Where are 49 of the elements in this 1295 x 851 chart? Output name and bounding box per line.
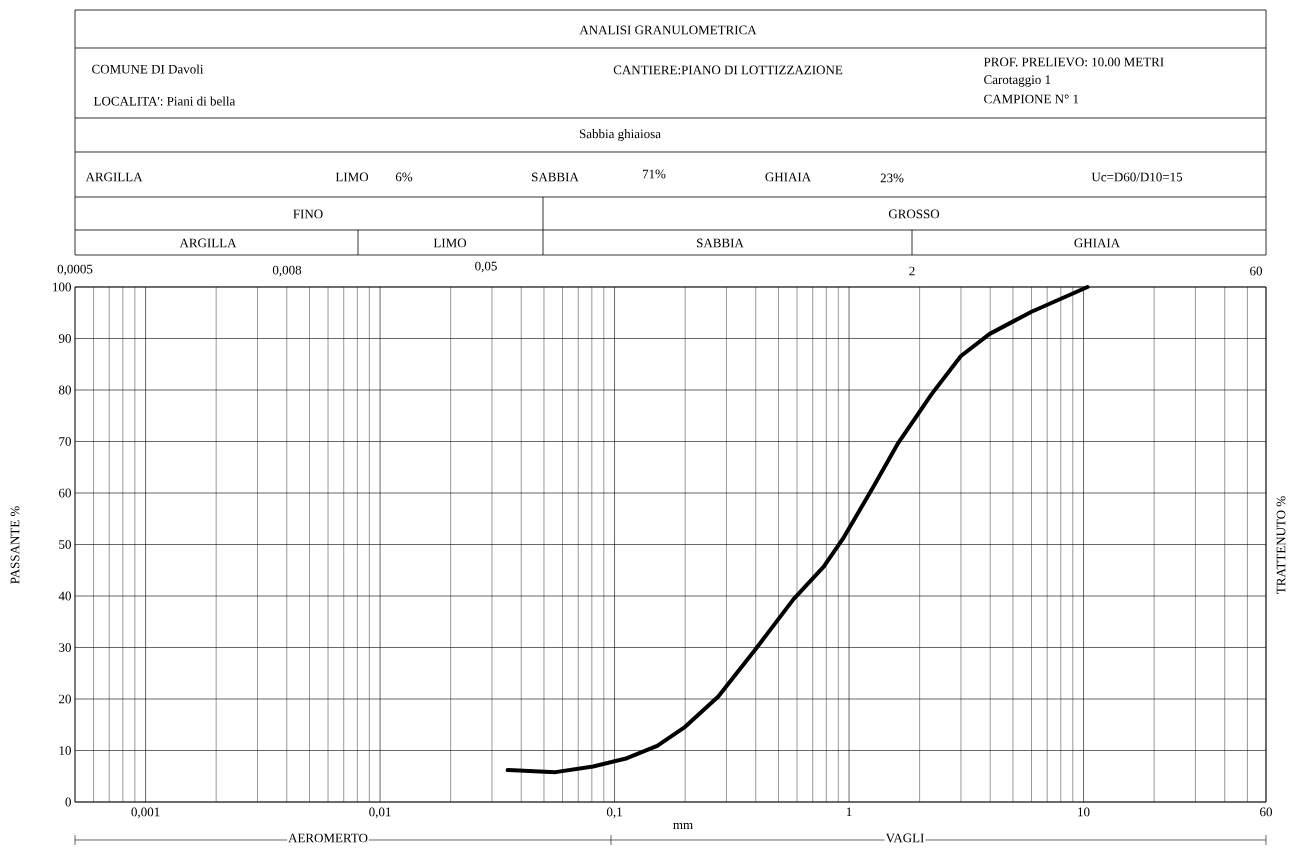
y-tick-label: 70	[59, 437, 71, 446]
x-tick-label: 10	[1078, 807, 1090, 817]
text: GHIAIA	[765, 172, 812, 182]
text: LIMO	[335, 172, 369, 182]
text: 60	[1250, 266, 1263, 276]
y-tick-label: 50	[59, 540, 71, 549]
text: 0,0005	[57, 264, 93, 276]
y-tick-label: 10	[59, 746, 71, 755]
text: CANTIERE:PIANO DI LOTTIZZAZIONE	[613, 65, 843, 75]
text: LOCALITA': Piani di bella	[93, 96, 236, 106]
y-tick-label: 0	[65, 797, 71, 807]
text: AEROMERTO	[288, 833, 368, 843]
text: GROSSO	[888, 209, 940, 219]
text: 0,008	[272, 265, 302, 277]
text: 6%	[395, 172, 413, 182]
x-tick-label: 0,01	[369, 807, 391, 819]
x-tick-label: 60	[1260, 807, 1273, 817]
text: PROF. PRELIEVO: 10.00 METRI	[983, 57, 1164, 67]
text: FINO	[293, 209, 323, 219]
text: CAMPIONE N° 1	[984, 94, 1079, 104]
y-tick-label: 20	[59, 694, 71, 704]
text: 0,05	[475, 261, 497, 273]
text: 71%	[642, 169, 666, 179]
y-axis-title: PASSANTE %	[10, 506, 20, 584]
x-axis-title: mm	[673, 822, 693, 830]
y2-axis-title: TRATTENUTO %	[1276, 496, 1286, 594]
y-tick-label: 80	[58, 385, 71, 395]
text: Carotaggio 1	[984, 75, 1051, 87]
text: ARGILLA	[179, 238, 237, 248]
y-tick-label: 90	[58, 334, 71, 343]
text: GHIAIA	[1074, 238, 1121, 248]
text: 23%	[880, 173, 904, 183]
x-tick-label: 0,001	[131, 807, 160, 819]
text: ARGILLA	[85, 172, 143, 182]
y-tick-label: 30	[59, 643, 71, 652]
y-tick-label: 60	[59, 488, 71, 498]
y-tick-label: 40	[58, 591, 71, 601]
x-tick-label: 1	[846, 807, 852, 817]
text: SABBIA	[532, 172, 579, 182]
text: 2	[909, 266, 915, 276]
x-tick-label: 0,1	[606, 807, 622, 819]
y-tick-label: 100	[53, 282, 71, 292]
text: Uc=D60/D10=15	[1091, 172, 1183, 182]
text: Sabbia ghiaiosa	[579, 129, 661, 141]
text: LIMO	[433, 238, 467, 248]
text: COMUNE DI Davoli	[92, 64, 204, 74]
chart-title: ANALISI GRANULOMETRICA	[579, 25, 757, 35]
text: SABBIA	[697, 238, 744, 248]
text: VAGLI	[885, 833, 924, 843]
